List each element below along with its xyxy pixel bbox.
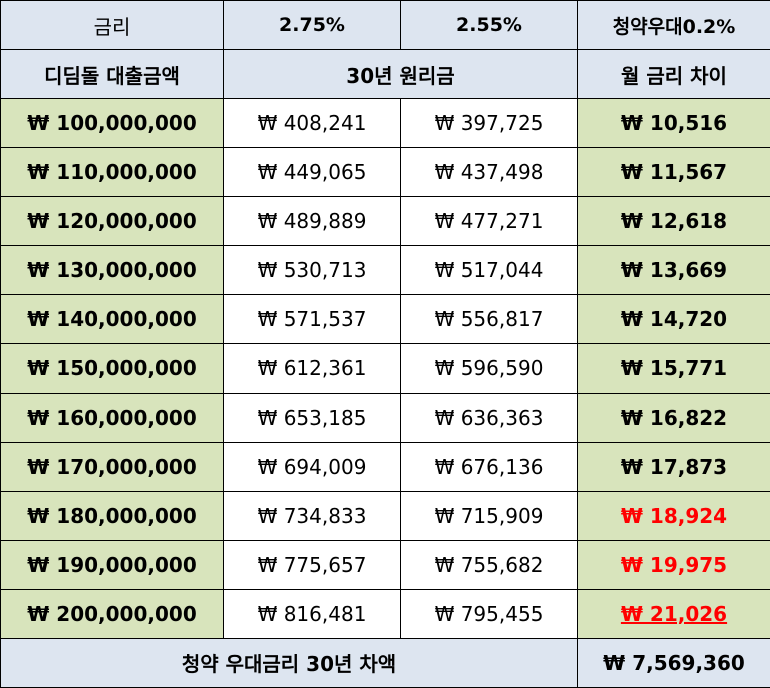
monthly-diff-value: ₩ 11,567: [620, 160, 728, 185]
payment-b-cell: ₩ 715,909: [400, 490, 578, 541]
loan-amount-cell: ₩ 110,000,000: [0, 147, 224, 198]
monthly-diff-cell: ₩ 15,771: [577, 343, 770, 394]
loan-amount-cell: ₩ 100,000,000: [0, 98, 224, 149]
payment-b-cell: ₩ 676,136: [400, 441, 578, 492]
footer-label-text: 청약 우대금리 30년 차액: [181, 652, 397, 677]
monthly-diff-value: ₩ 18,924: [620, 503, 728, 528]
payment-a-cell: ₩ 612,361: [223, 343, 401, 394]
table-row: ₩ 150,000,000 ₩ 612,361 ₩ 596,590 ₩ 15,771: [0, 343, 770, 394]
footer-total: ₩ 7,569,360: [577, 637, 770, 688]
payment-b-cell: ₩ 477,271: [400, 196, 578, 247]
monthly-diff-value: ₩ 16,822: [620, 405, 728, 430]
loan-amount-cell: ₩ 160,000,000: [0, 392, 224, 443]
monthly-diff-cell: ₩ 19,975: [577, 539, 770, 590]
monthly-diff-cell: ₩ 16,822: [577, 392, 770, 443]
monthly-diff-cell: ₩ 13,669: [577, 245, 770, 296]
table-row: ₩ 190,000,000 ₩ 775,657 ₩ 755,682 ₩ 19,975: [0, 539, 770, 590]
monthly-diff-value: ₩ 12,618: [620, 209, 728, 234]
loan-amount-cell: ₩ 150,000,000: [0, 343, 224, 394]
rate-a-cell: 2.75%: [223, 0, 401, 51]
table-row: ₩ 110,000,000 ₩ 449,065 ₩ 437,498 ₩ 11,567: [0, 147, 770, 198]
table-row: ₩ 170,000,000 ₩ 694,009 ₩ 676,136 ₩ 17,873: [0, 441, 770, 492]
table-row: ₩ 180,000,000 ₩ 734,833 ₩ 715,909 ₩ 18,924: [0, 490, 770, 541]
loan-amount-cell: ₩ 140,000,000: [0, 294, 224, 345]
payment-b-cell: ₩ 636,363: [400, 392, 578, 443]
loan-amount-cell: ₩ 130,000,000: [0, 245, 224, 296]
table-row: ₩ 130,000,000 ₩ 530,713 ₩ 517,044 ₩ 13,669: [0, 245, 770, 296]
monthly-diff-value: ₩ 19,975: [620, 552, 728, 577]
loan-amount-cell: ₩ 180,000,000: [0, 490, 224, 541]
loan-amount-cell: ₩ 190,000,000: [0, 539, 224, 590]
payment-a-cell: ₩ 530,713: [223, 245, 401, 296]
payment-b-cell: ₩ 596,590: [400, 343, 578, 394]
monthly-diff-value: ₩ 15,771: [620, 356, 728, 381]
monthly-diff-header: 월 금리 차이: [577, 49, 770, 100]
table-row: ₩ 100,000,000 ₩ 408,241 ₩ 397,725 ₩ 10,516: [0, 98, 770, 149]
payment-a-cell: ₩ 734,833: [223, 490, 401, 541]
payment-a-cell: ₩ 775,657: [223, 539, 401, 590]
rate-b-cell: 2.55%: [400, 0, 578, 51]
payment-a-cell: ₩ 816,481: [223, 588, 401, 639]
rate-label-cell: 금리: [0, 0, 224, 51]
table-row: ₩ 200,000,000 ₩ 816,481 ₩ 795,455 ₩ 21,026: [0, 588, 770, 639]
header-row-rates: 금리 2.75% 2.55% 청약우대0.2%: [0, 0, 770, 51]
monthly-diff-cell: ₩ 11,567: [577, 147, 770, 198]
monthly-diff-cell: ₩ 18,924: [577, 490, 770, 541]
payment-b-cell: ₩ 755,682: [400, 539, 578, 590]
payment-b-cell: ₩ 795,455: [400, 588, 578, 639]
table-row: ₩ 120,000,000 ₩ 489,889 ₩ 477,271 ₩ 12,618: [0, 196, 770, 247]
header-row-columns: 디딤돌 대출금액 30년 원리금 월 금리 차이: [0, 49, 770, 100]
payment-a-cell: ₩ 694,009: [223, 441, 401, 492]
monthly-diff-cell: ₩ 21,026: [577, 588, 770, 639]
payment-a-cell: ₩ 653,185: [223, 392, 401, 443]
loan-amount-cell: ₩ 120,000,000: [0, 196, 224, 247]
loan-amount-header: 디딤돌 대출금액: [0, 49, 224, 100]
monthly-diff-value: ₩ 13,669: [620, 258, 728, 283]
footer-row: 청약 우대금리 30년 차액 ₩ 7,569,360: [0, 637, 770, 688]
payment-b-cell: ₩ 556,817: [400, 294, 578, 345]
payment-a-cell: ₩ 408,241: [223, 98, 401, 149]
payment-a-cell: ₩ 449,065: [223, 147, 401, 198]
payment-b-cell: ₩ 397,725: [400, 98, 578, 149]
rate-diff-cell: 청약우대0.2%: [577, 0, 770, 51]
monthly-diff-value: ₩ 10,516: [620, 111, 728, 136]
monthly-diff-cell: ₩ 14,720: [577, 294, 770, 345]
monthly-diff-cell: ₩ 10,516: [577, 98, 770, 149]
payment-b-cell: ₩ 437,498: [400, 147, 578, 198]
principal-header: 30년 원리금: [223, 49, 578, 100]
monthly-diff-value: ₩ 14,720: [620, 307, 728, 332]
payment-b-cell: ₩ 517,044: [400, 245, 578, 296]
loan-amount-cell: ₩ 200,000,000: [0, 588, 224, 639]
loan-amount-cell: ₩ 170,000,000: [0, 441, 224, 492]
payment-a-cell: ₩ 571,537: [223, 294, 401, 345]
monthly-diff-cell: ₩ 17,873: [577, 441, 770, 492]
footer-label: 청약 우대금리 30년 차액: [0, 637, 578, 688]
monthly-diff-value: ₩ 17,873: [620, 454, 728, 479]
monthly-diff-value: ₩ 21,026: [620, 601, 728, 626]
monthly-diff-cell: ₩ 12,618: [577, 196, 770, 247]
table-row: ₩ 140,000,000 ₩ 571,537 ₩ 556,817 ₩ 14,720: [0, 294, 770, 345]
table-row: ₩ 160,000,000 ₩ 653,185 ₩ 636,363 ₩ 16,822: [0, 392, 770, 443]
payment-a-cell: ₩ 489,889: [223, 196, 401, 247]
table-body: ₩ 100,000,000 ₩ 408,241 ₩ 397,725 ₩ 10,516 ₩…: [0, 98, 770, 639]
